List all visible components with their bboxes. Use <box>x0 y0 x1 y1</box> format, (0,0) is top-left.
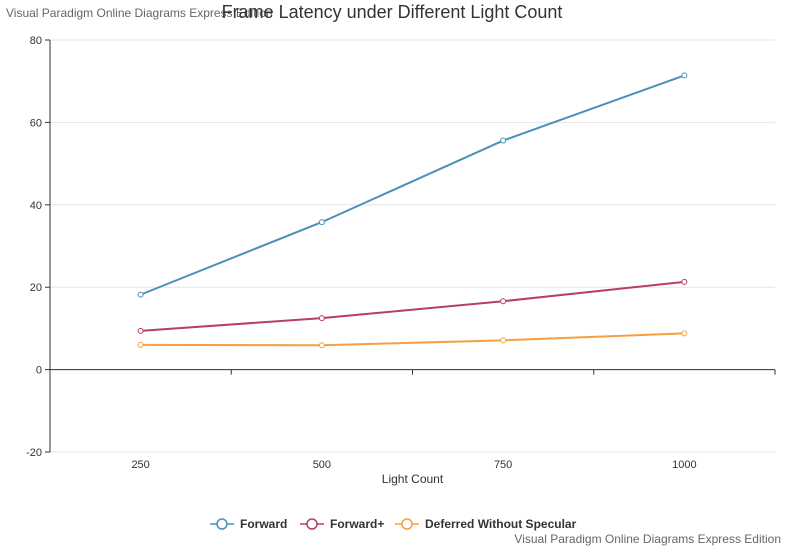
data-point <box>681 330 688 337</box>
y-tick-label: 40 <box>30 200 42 212</box>
legend-marker <box>306 518 318 530</box>
series-line <box>140 332 685 347</box>
legend-label: Forward+ <box>330 517 384 531</box>
data-point <box>318 315 325 322</box>
y-tick-label: 0 <box>36 365 42 377</box>
y-tick-label: 20 <box>30 282 42 294</box>
data-point <box>500 337 507 344</box>
chart-title: Frame Latency under Different Light Coun… <box>221 2 563 22</box>
data-point <box>500 137 507 144</box>
series-line <box>140 74 685 296</box>
x-tick-label: 1000 <box>672 459 696 471</box>
data-point <box>500 298 507 305</box>
data-point <box>681 72 688 79</box>
series-line <box>140 280 685 332</box>
data-point <box>137 291 144 298</box>
x-axis-title: Light Count <box>382 472 444 486</box>
watermark-bottom: Visual Paradigm Online Diagrams Express … <box>514 532 781 546</box>
y-tick-label: 80 <box>30 35 42 47</box>
y-tick-label: 60 <box>30 117 42 129</box>
x-tick-label: 250 <box>131 459 149 471</box>
y-tick-label: -20 <box>26 447 42 459</box>
data-point <box>137 341 144 348</box>
x-tick-label: 500 <box>313 459 331 471</box>
watermark-top: Visual Paradigm Online Diagrams Express … <box>6 6 273 20</box>
legend-label: Forward <box>240 517 287 531</box>
data-point <box>318 342 325 349</box>
x-tick-label: 750 <box>494 459 512 471</box>
data-point <box>318 219 325 226</box>
data-point <box>681 278 688 285</box>
legend-marker <box>216 518 228 530</box>
data-point <box>137 327 144 334</box>
legend-label: Deferred Without Specular <box>425 517 577 531</box>
legend-marker <box>401 518 413 530</box>
